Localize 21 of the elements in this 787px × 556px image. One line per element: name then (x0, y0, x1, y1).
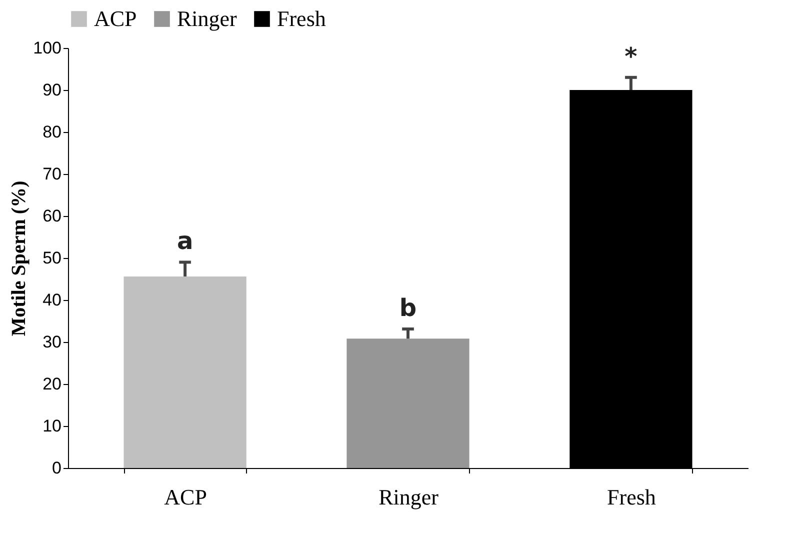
y-tick-label: 10 (42, 416, 62, 436)
y-tick-label: 90 (42, 80, 62, 100)
y-tick-label: 30 (42, 332, 62, 352)
y-tick-label: 20 (42, 374, 62, 394)
y-tick-label: 50 (42, 248, 62, 268)
y-tick-label: 70 (42, 164, 62, 184)
legend-label: Ringer (177, 6, 238, 31)
x-tick-label: Ringer (378, 484, 440, 510)
legend-label: ACP (94, 6, 137, 31)
y-tick-label: 40 (42, 290, 62, 310)
legend-label: Fresh (277, 6, 326, 31)
annotation: a (176, 227, 194, 256)
y-tick-label: 100 (33, 38, 62, 58)
x-tick-label: ACP (164, 484, 207, 510)
y-axis-title: Motile Sperm (%) (8, 180, 30, 336)
y-tick-label: 60 (42, 206, 62, 226)
y-tick-label: 80 (42, 122, 62, 142)
x-tick-label: Fresh (607, 484, 656, 510)
annotation: * (624, 42, 638, 70)
annotation: b (399, 294, 417, 322)
y-tick-label: 0 (52, 458, 62, 478)
